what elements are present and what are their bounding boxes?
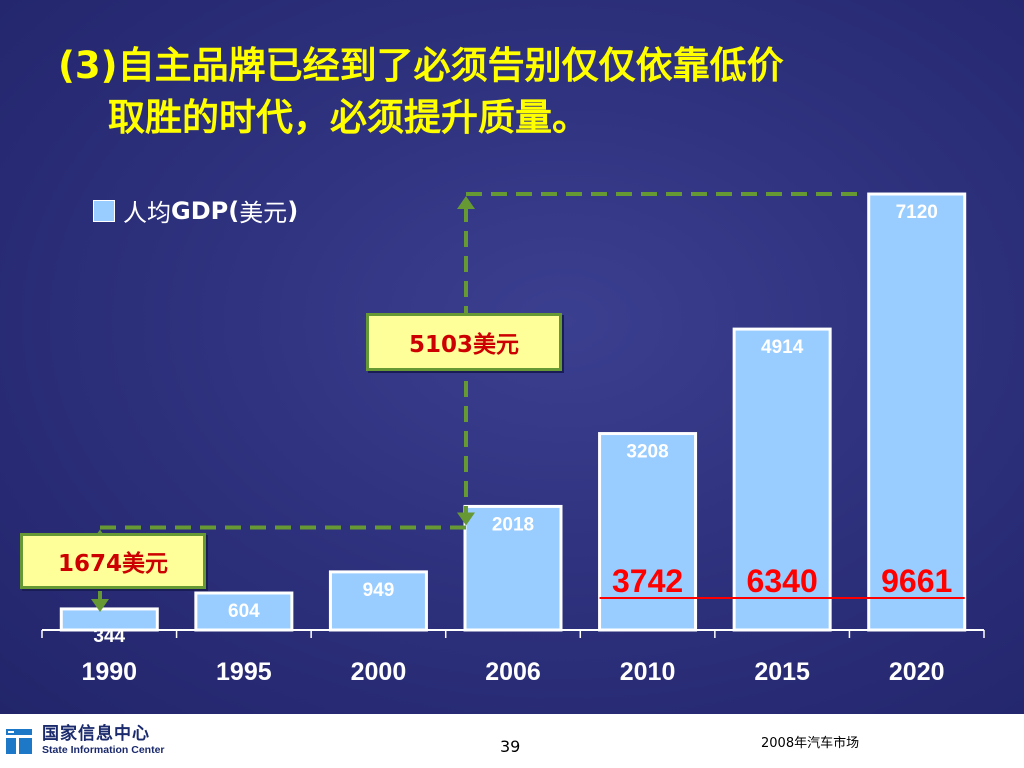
footer-right-text: 2008年汽车市场 xyxy=(761,736,860,751)
bar-value-label-1990: 344 xyxy=(93,626,125,647)
page-number: 39 xyxy=(500,737,521,756)
x-tick-label-2000: 2000 xyxy=(351,658,407,686)
logo-text-cn: 国家信息中心 xyxy=(42,724,150,744)
title-line-2: 取胜的时代，必须提升质量。 xyxy=(108,96,589,139)
chart-legend: 人均 GDP( 美元 ) xyxy=(93,193,298,228)
sic-logo: 国家信息中心 State Information Center xyxy=(4,724,165,757)
slide: (3)自主品牌已经到了必须告别仅仅依靠低价 取胜的时代，必须提升质量。 人均 G… xyxy=(0,0,1024,714)
legend-prefix: 人均 xyxy=(123,199,171,227)
x-tick-label-2020: 2020 xyxy=(889,658,945,686)
red-annotation-2020: 9661 xyxy=(881,563,952,599)
bar-1995 xyxy=(194,591,294,632)
bar-2000 xyxy=(328,570,428,632)
red-annotation-2010: 3742 xyxy=(612,563,683,599)
legend-unit: 美元 xyxy=(239,199,288,227)
bar-value-label-2006: 2018 xyxy=(492,514,534,535)
bar-2015 xyxy=(732,327,832,632)
legend-suffix: ) xyxy=(287,196,299,225)
bar-2020 xyxy=(867,192,967,632)
bar-2006 xyxy=(463,504,563,632)
x-tick-label-1990: 1990 xyxy=(81,658,137,686)
legend-swatch xyxy=(93,199,115,222)
x-tick-label-2010: 2010 xyxy=(620,658,676,686)
red-annotation-2015: 6340 xyxy=(747,563,818,599)
x-tick-label-2006: 2006 xyxy=(485,658,541,686)
bar-value-label-2020: 7120 xyxy=(896,202,938,223)
callout-5103: 5103美元 xyxy=(366,313,562,371)
bar-value-label-2010: 3208 xyxy=(626,442,668,463)
sic-logo-icon xyxy=(4,725,34,756)
bar-value-label-2000: 949 xyxy=(363,580,395,601)
x-tick-label-1995: 1995 xyxy=(216,658,272,686)
logo-text-en: State Information Center xyxy=(42,744,165,756)
bar-chart: 344 1990 604 1995 949 2000 2018 2006 3208 2010 491… xyxy=(59,192,967,686)
arrow-down-1674 xyxy=(91,599,109,612)
slide-title: (3)自主品牌已经到了必须告别仅仅依靠低价 取胜的时代，必须提升质量。 xyxy=(58,40,784,144)
bar-1990 xyxy=(59,607,159,632)
bar-value-label-2015: 4914 xyxy=(761,337,804,358)
x-tick-label-2015: 2015 xyxy=(754,658,810,686)
legend-gdp: GDP( xyxy=(171,196,240,225)
footer: 国家信息中心 State Information Center 39 2008年… xyxy=(0,714,1024,768)
title-line-1: (3)自主品牌已经到了必须告别仅仅依靠低价 xyxy=(58,44,784,87)
bar-value-label-1995: 604 xyxy=(228,601,260,622)
callout-1674: 1674美元 xyxy=(20,533,206,589)
arrow-down-5103 xyxy=(457,512,475,526)
arrow-up-5103 xyxy=(457,196,475,210)
bar-2010 xyxy=(598,432,698,632)
